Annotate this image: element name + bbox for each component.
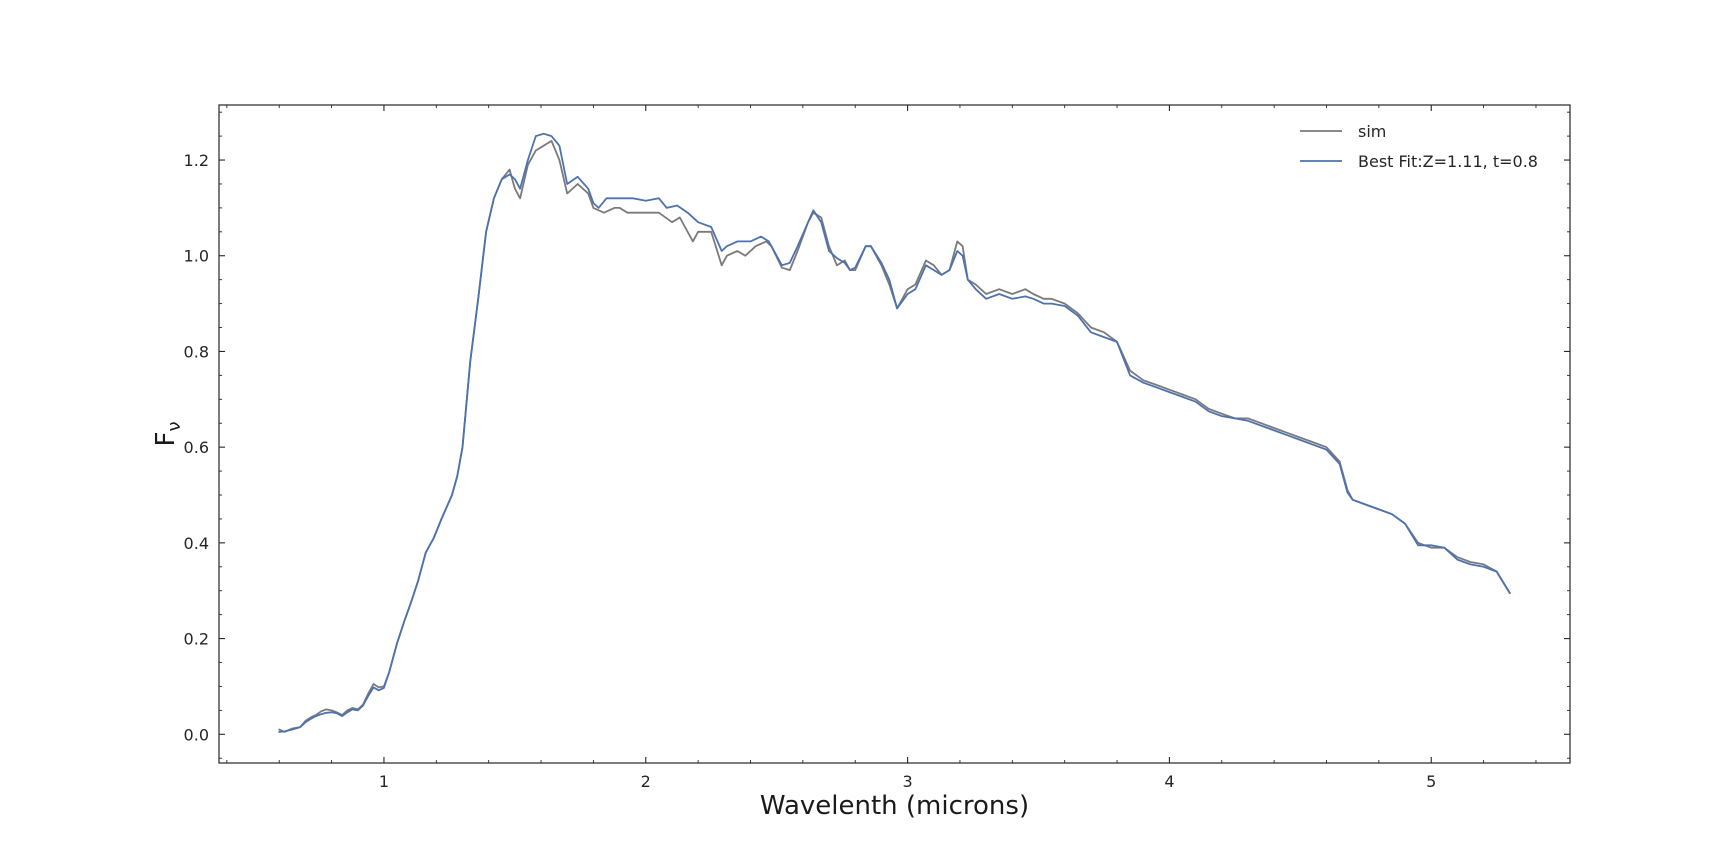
- series-line-best-fit: [278, 132, 1511, 733]
- x-tick-label: 3: [902, 772, 912, 791]
- y-tick-label: 0.4: [184, 534, 209, 553]
- x-tick-label: 1: [379, 772, 389, 791]
- y-tick-label: 0.6: [184, 438, 209, 457]
- x-axis-label: Wavelenth (microns): [760, 791, 1029, 821]
- y-axis-label-subscript: ν: [164, 421, 185, 431]
- x-tick-label: 5: [1426, 772, 1436, 791]
- legend: sim Best Fit:Z=1.11, t=0.8: [1300, 122, 1538, 171]
- x-tick-label: 2: [641, 772, 651, 791]
- y-tick-label: 0.0: [184, 725, 209, 744]
- y-tick-label: 1.0: [184, 247, 209, 266]
- legend-label-sim: sim: [1358, 122, 1386, 141]
- x-tick-labels: 1 2 3 4 5: [379, 772, 1436, 791]
- y-tick-label: 1.2: [184, 151, 209, 170]
- x-tick-label: 4: [1164, 772, 1174, 791]
- major-ticks: [219, 105, 1570, 763]
- y-tick-label: 0.2: [184, 630, 209, 649]
- y-axis-label-main: F: [151, 432, 181, 447]
- series-lines: [278, 132, 1511, 733]
- plot-frame: [218, 104, 1571, 764]
- plot-background: [219, 105, 1570, 763]
- svg-text:Fν: Fν: [151, 421, 185, 446]
- legend-label-best-fit: Best Fit:Z=1.11, t=0.8: [1358, 152, 1538, 171]
- y-tick-label: 0.8: [184, 342, 209, 361]
- y-axis-label: Fν: [151, 421, 185, 446]
- y-tick-labels: 0.0 0.2 0.4 0.6 0.8 1.0 1.2: [184, 151, 209, 744]
